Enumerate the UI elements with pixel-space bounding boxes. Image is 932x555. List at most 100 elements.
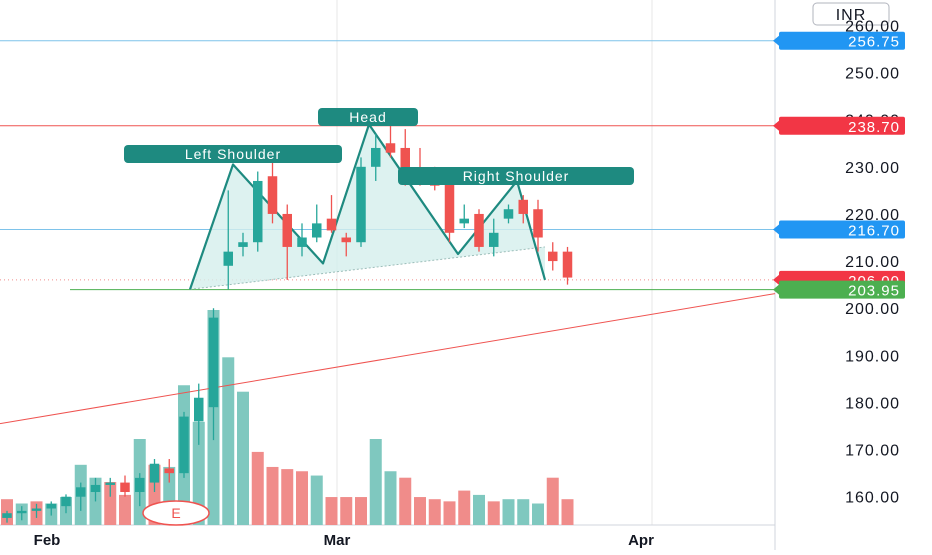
- candle-body: [17, 510, 27, 514]
- earnings-marker: [142, 500, 210, 526]
- pattern-fill: [190, 124, 545, 290]
- price-tick-label: 200.00: [845, 301, 900, 318]
- pattern-labels-layer: Left Shoulder Head Right Shoulder E: [124, 108, 634, 526]
- volume-bar: [310, 475, 323, 525]
- candle-body: [444, 180, 455, 233]
- candle-body: [2, 513, 12, 518]
- head-label-bg: [318, 108, 418, 126]
- volume-bar: [546, 477, 559, 525]
- right-shoulder-label: Right Shoulder: [463, 168, 570, 184]
- price-tag-bg: [779, 280, 905, 299]
- candle-body: [312, 223, 322, 238]
- price-tag-label: 203.95: [848, 283, 900, 300]
- volume-bar: [384, 471, 397, 525]
- volume-bar: [104, 482, 117, 525]
- price-tag-label: 216.70: [848, 222, 900, 239]
- volume-bar: [222, 357, 235, 525]
- price-tick-label: 180.00: [845, 395, 900, 412]
- price-tick-label: 210.00: [845, 254, 900, 271]
- price-tag-label: 238.70: [848, 119, 900, 136]
- price-tick-label: 160.00: [845, 490, 900, 507]
- candle-body: [341, 237, 351, 243]
- price-tag-pointer: [773, 120, 779, 131]
- volume-bar: [369, 439, 382, 525]
- candle-body: [223, 251, 233, 266]
- volume-bar: [414, 497, 426, 525]
- price-tag-bg: [779, 220, 905, 239]
- price-tag-bg: [779, 31, 905, 50]
- volume-bar: [192, 421, 205, 525]
- left-shoulder-label-bg: [124, 145, 342, 163]
- volume-bar: [266, 466, 279, 525]
- candle-body: [31, 508, 42, 511]
- volume-bar: [517, 499, 530, 525]
- rising-trendline: [0, 293, 776, 425]
- price-tag-pointer: [773, 35, 779, 46]
- price-tag-label: 256.75: [848, 34, 900, 51]
- candle-body: [46, 503, 56, 509]
- candle-body: [297, 237, 307, 247]
- candle-body: [385, 143, 396, 153]
- time-label-mar: Mar: [324, 532, 351, 549]
- volume-bar: [532, 503, 544, 525]
- candles-layer: [2, 124, 573, 523]
- currency-badge: [812, 2, 890, 26]
- candle-body: [326, 218, 337, 231]
- candle-body: [120, 482, 130, 493]
- price-tag-bg: [779, 116, 905, 135]
- volume-bar: [281, 469, 294, 525]
- candle-body: [61, 496, 71, 507]
- candle-body: [533, 209, 543, 238]
- time-axis-layer: Feb Mar Apr: [34, 532, 654, 549]
- time-label-feb: Feb: [34, 532, 61, 549]
- volume-bar: [355, 497, 367, 525]
- right-shoulder-label-bg: [398, 167, 634, 185]
- price-tag-pointer: [773, 284, 779, 295]
- price-tick-label: 250.00: [845, 66, 900, 83]
- price-axis-layer: INR260.00250.00240.00230.00220.00210.002…: [773, 2, 905, 507]
- price-tick-label: 230.00: [845, 160, 900, 177]
- volume-bar: [561, 499, 574, 525]
- left-shoulder-label: Left Shoulder: [185, 146, 281, 162]
- earnings-marker-label: E: [171, 505, 180, 521]
- candle-body: [267, 176, 278, 214]
- candle-body: [179, 416, 189, 474]
- candle-body: [356, 166, 366, 243]
- volume-bar: [296, 471, 308, 525]
- volume-bar: [399, 477, 412, 525]
- candle-body: [474, 213, 484, 247]
- candle-body: [149, 463, 160, 483]
- candle-body: [105, 482, 115, 485]
- price-tick-label: 170.00: [845, 443, 900, 460]
- volume-bar: [458, 490, 471, 525]
- volume-bar: [340, 497, 353, 525]
- price-tick-label: 190.00: [845, 348, 900, 365]
- time-label-apr: Apr: [628, 532, 654, 549]
- candle-body: [90, 484, 101, 493]
- head-label: Head: [349, 109, 386, 125]
- volume-bar: [119, 494, 131, 525]
- candle-body: [194, 397, 204, 422]
- candle-body: [208, 317, 219, 408]
- volume-bar: [325, 497, 338, 525]
- volume-bar: [487, 501, 500, 525]
- candle-body: [562, 251, 573, 278]
- grid-layer: [0, 0, 776, 550]
- price-tick-label: 260.00: [845, 18, 900, 35]
- candle-body: [371, 147, 381, 167]
- candle-body: [253, 180, 263, 243]
- volume-bar: [251, 451, 264, 525]
- candle-body: [400, 147, 410, 177]
- candle-body: [548, 251, 558, 262]
- volume-bar: [473, 494, 485, 525]
- candle-body: [518, 199, 528, 214]
- price-tick-label: 220.00: [845, 207, 900, 224]
- price-tag-pointer: [773, 224, 779, 235]
- volume-bar: [443, 501, 456, 525]
- candle-body: [489, 232, 499, 247]
- pattern-base-line: [189, 246, 546, 290]
- candle-body: [135, 477, 145, 493]
- candle-body: [164, 468, 174, 474]
